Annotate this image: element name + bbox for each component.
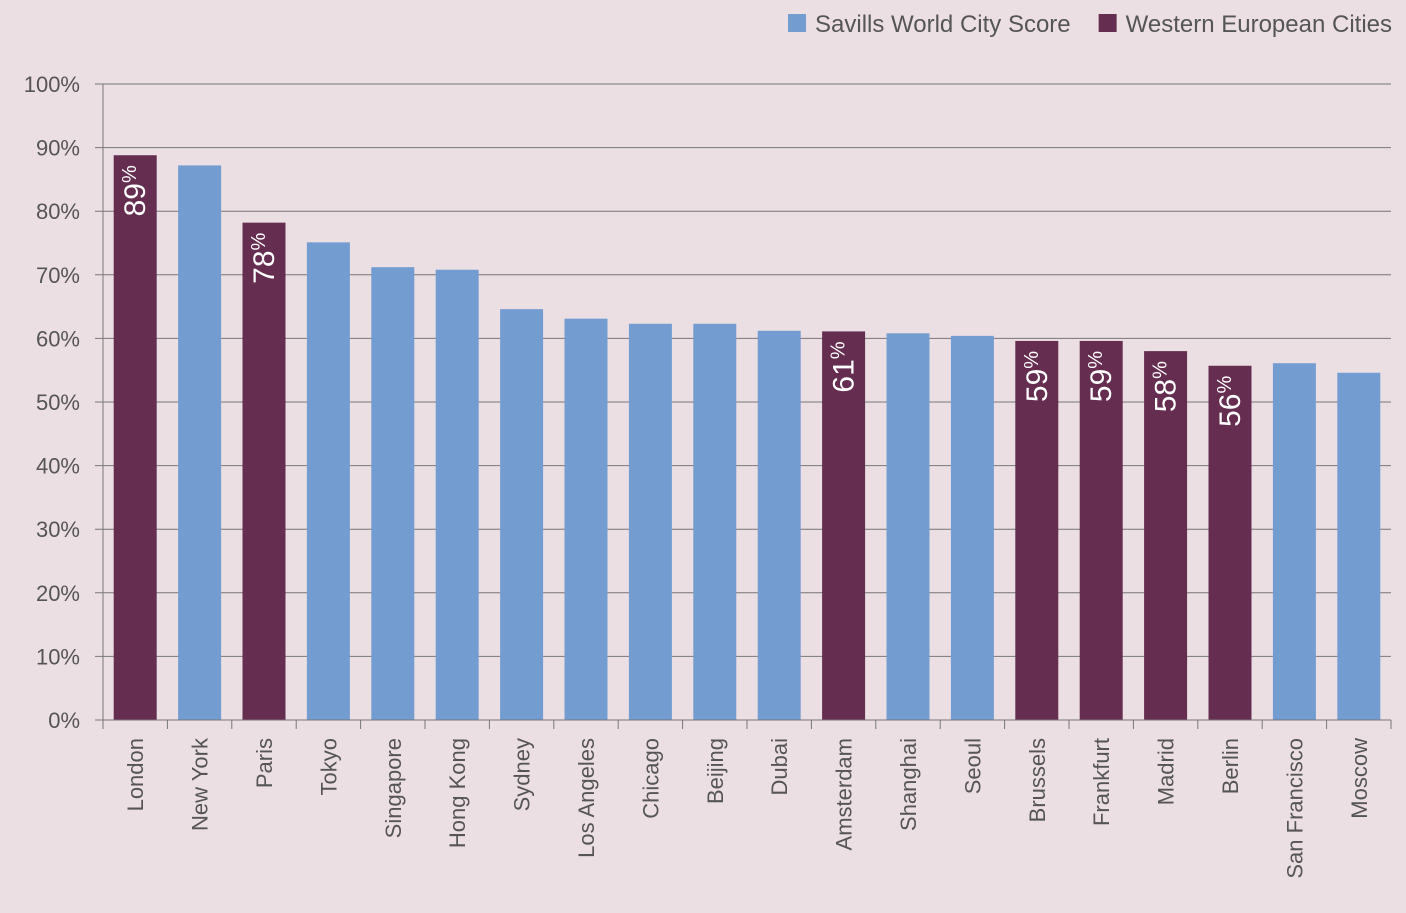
gridlines — [95, 83, 1391, 721]
legend-swatch — [788, 14, 807, 32]
x-tick-label: San Francisco — [1282, 738, 1307, 879]
bar — [371, 267, 415, 720]
y-tick-label: 10% — [36, 644, 80, 669]
x-tick-label: Berlin — [1218, 738, 1243, 794]
x-tick-label: Los Angeles — [574, 738, 599, 858]
data-label: 61% — [828, 341, 861, 392]
y-tick-label: 40% — [36, 454, 80, 479]
x-tick-label: Dubai — [767, 738, 792, 795]
y-tick-label: 100% — [24, 72, 80, 97]
bar — [435, 269, 479, 720]
y-tick-label: 30% — [36, 517, 80, 542]
x-tick-label: New York — [188, 737, 213, 831]
bar — [822, 331, 866, 720]
y-tick-label: 90% — [36, 136, 80, 161]
legend-item: Savills World City Score — [788, 11, 1071, 38]
bar — [564, 318, 608, 720]
x-tick-label: Shanghai — [896, 738, 921, 831]
bar — [757, 330, 801, 720]
x-tick-label: Madrid — [1154, 738, 1179, 805]
legend-label: Western European Cities — [1126, 11, 1392, 38]
bar — [886, 333, 930, 720]
legend-swatch — [1098, 14, 1117, 32]
bar — [1208, 365, 1252, 720]
y-axis: 0% 10% 20% 30% 40% 50% 60% 70% 80% 90% 100% — [24, 72, 104, 733]
data-label: 56% — [1214, 376, 1247, 427]
x-tick-label: Singapore — [381, 738, 406, 838]
legend-item: Western European Cities — [1098, 11, 1392, 38]
bar — [1015, 340, 1059, 720]
y-tick-label: 0% — [48, 708, 80, 733]
bar — [1079, 340, 1123, 720]
y-tick-label: 80% — [36, 199, 80, 224]
x-tick-label: Beijing — [703, 738, 728, 804]
data-label: 59% — [1085, 351, 1118, 402]
x-tick-label: Seoul — [960, 738, 985, 794]
bar — [178, 165, 222, 720]
data-label: 89% — [119, 165, 152, 216]
bar — [113, 155, 157, 720]
bar — [242, 222, 286, 720]
x-tick-label: Amsterdam — [832, 738, 857, 850]
y-tick-label: 20% — [36, 581, 80, 606]
bar — [1337, 372, 1381, 720]
data-label: 59% — [1021, 351, 1054, 402]
x-tick-label: Chicago — [638, 738, 663, 819]
x-tick-label: Brussels — [1025, 738, 1050, 822]
y-tick-label: 70% — [36, 263, 80, 288]
data-label: 78% — [248, 232, 281, 283]
bars: 89% 78% 61% 59% 59% 58% 56% — [113, 155, 1381, 720]
bar — [1272, 363, 1316, 720]
bar — [628, 323, 672, 720]
bar — [500, 309, 544, 720]
x-axis: London New York Paris Tokyo Singapore Hong Ko… — [95, 719, 1392, 879]
x-tick-label: Frankfurt — [1089, 738, 1114, 826]
x-tick-label: Tokyo — [316, 738, 341, 795]
y-tick-label: 60% — [36, 326, 80, 351]
x-tick-label: Sydney — [510, 738, 535, 811]
data-label: 58% — [1150, 361, 1183, 412]
legend: Western European Cities Savills World Cit… — [788, 11, 1392, 38]
x-tick-label: Moscow — [1347, 738, 1372, 819]
bar — [693, 323, 737, 720]
y-tick-label: 50% — [36, 390, 80, 415]
x-tick-label: Paris — [252, 738, 277, 788]
bar — [306, 242, 350, 720]
bar — [950, 335, 994, 720]
bar — [1144, 351, 1188, 720]
legend-label: Savills World City Score — [815, 11, 1071, 38]
x-tick-label: Hong Kong — [445, 738, 470, 848]
x-tick-label: London — [123, 738, 148, 811]
